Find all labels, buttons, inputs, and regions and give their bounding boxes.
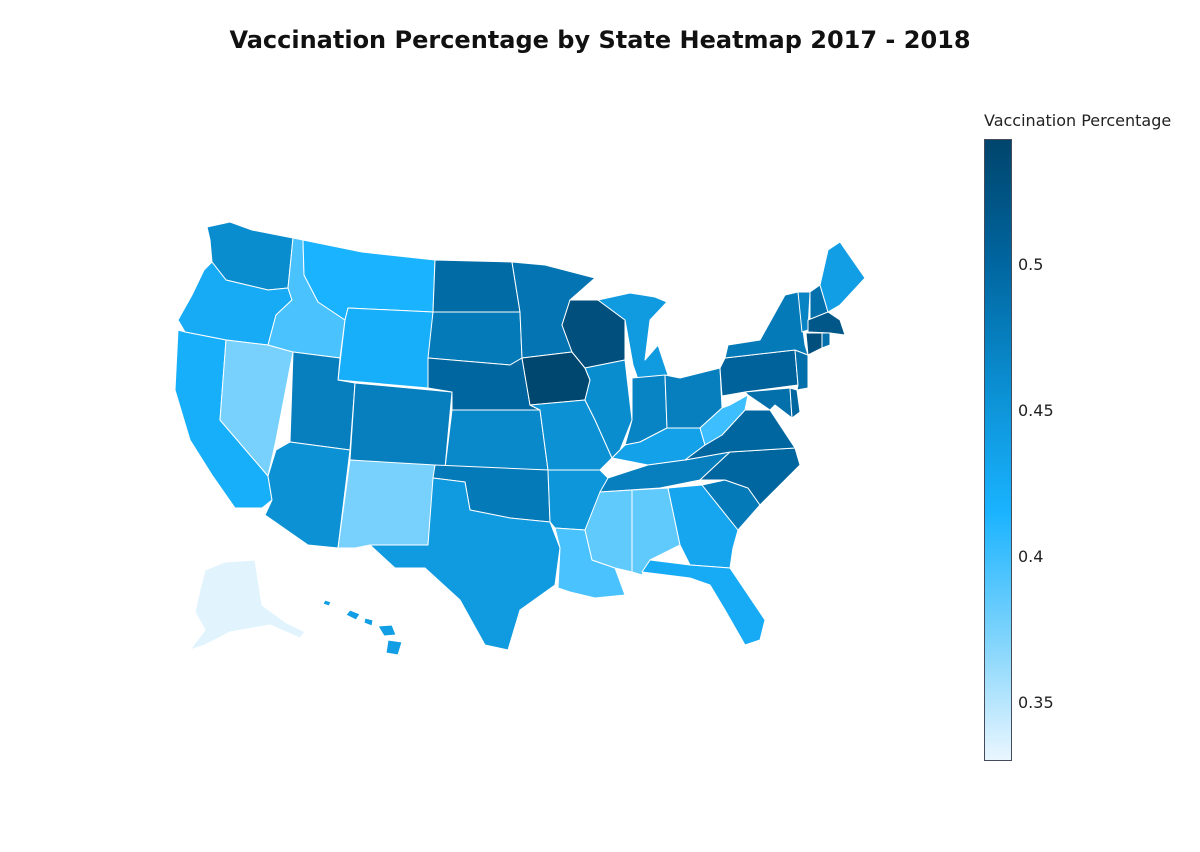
state-ma[interactable]: [807, 311, 846, 336]
state-co[interactable]: [349, 382, 453, 469]
colorbar-tick-label: 0.5: [1018, 254, 1044, 274]
map-title: Vaccination Percentage by State Heatmap …: [229, 26, 971, 54]
state-tx[interactable]: [369, 477, 561, 651]
state-sd[interactable]: [427, 311, 523, 366]
state-hi[interactable]: [322, 599, 403, 656]
state-wv[interactable]: [699, 394, 749, 446]
state-de[interactable]: [789, 387, 801, 419]
state-mi[interactable]: [597, 292, 669, 386]
state-ct[interactable]: [805, 332, 823, 356]
state-ks[interactable]: [444, 409, 549, 471]
state-wy[interactable]: [337, 307, 434, 389]
state-ca[interactable]: [174, 329, 273, 509]
state-me[interactable]: [819, 241, 866, 313]
state-ak[interactable]: [189, 559, 306, 651]
colorbar: [984, 139, 1012, 761]
state-ri[interactable]: [821, 332, 831, 349]
state-fl[interactable]: [641, 559, 766, 646]
colorbar-tick-label: 0.35: [1018, 692, 1054, 712]
state-az[interactable]: [264, 441, 351, 549]
colorbar-tick-label: 0.45: [1018, 400, 1054, 420]
colorbar-tick-label: 0.4: [1018, 546, 1044, 566]
colorbar-title: Vaccination Percentage: [984, 111, 1172, 130]
state-nd[interactable]: [432, 259, 521, 313]
state-ny[interactable]: [724, 291, 809, 359]
state-nm[interactable]: [337, 459, 436, 549]
